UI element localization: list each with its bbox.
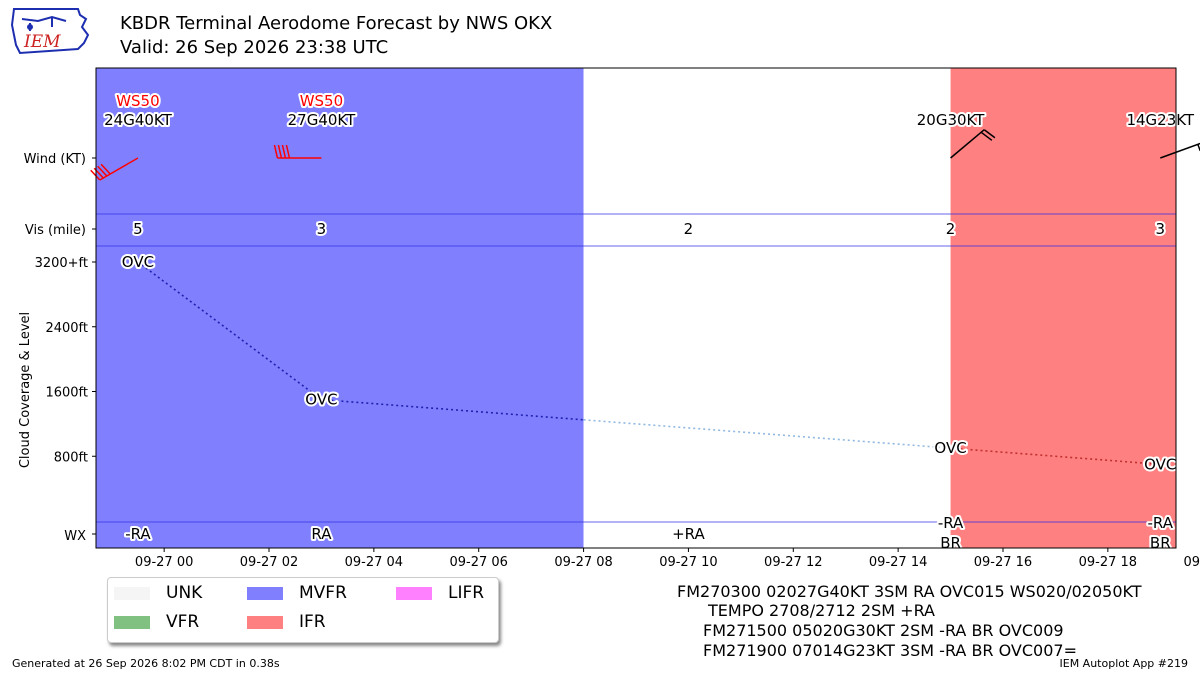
- chart-title: KBDR Terminal Aerodome Forecast by NWS O…: [120, 13, 553, 34]
- visibility-label: 2: [946, 220, 956, 238]
- legend-swatch-mvfr: [247, 586, 283, 600]
- cloud-line-segment: [950, 447, 1161, 466]
- wind-barb-full: [281, 144, 287, 159]
- axes: 800ft 1600ft 2400ft 3200+ft 09-27 00 09-27 02…: [35, 67, 1200, 570]
- x-tick-label: 09-27 12: [764, 555, 822, 570]
- legend-item-mvfr: MVFR: [247, 582, 347, 604]
- x-tick-label: 09-27 20: [1183, 555, 1200, 570]
- wind-shear-label: WS50: [116, 92, 159, 110]
- legend-swatch-unk: [114, 586, 150, 600]
- wind-barbs: [90, 129, 1200, 181]
- legend-swatch-ifr: [247, 615, 283, 629]
- legend-label-ifr: IFR: [299, 612, 326, 632]
- iem-logo: IEM: [10, 8, 90, 55]
- chart-subtitle: Valid: 26 Sep 2026 23:38 UTC: [120, 37, 389, 58]
- wind-label: 24G40KT: [104, 111, 172, 129]
- legend-label-mvfr: MVFR: [299, 583, 347, 603]
- wind-barb-full: [285, 144, 291, 159]
- weather-label: BR: [940, 534, 961, 552]
- wind-shear-label: WS50: [300, 92, 343, 110]
- cloud-coverage-label: OVC: [1144, 455, 1176, 473]
- cloud-level-lines: [137, 261, 1161, 466]
- wind-barb-staff: [950, 129, 985, 159]
- visibility-label: 2: [684, 220, 694, 238]
- row-label-wind: Wind (KT): [24, 152, 86, 167]
- chart-legend: UNK VFR MVFR IFR LIFR: [107, 577, 499, 643]
- legend-label-unk: UNK: [166, 583, 203, 603]
- wind-barb-full: [90, 169, 101, 181]
- x-tick-label: 09-27 10: [659, 555, 717, 570]
- visibility-label: 3: [1155, 220, 1165, 238]
- visibility-label: 3: [317, 220, 327, 238]
- weather-label: -RA: [938, 514, 964, 532]
- cloud-coverage-label: OVC: [122, 253, 154, 271]
- legend-label-vfr: VFR: [166, 612, 200, 632]
- cloud-line-segment: [583, 419, 951, 449]
- wind-barb: [273, 144, 322, 159]
- plot-frame: [95, 67, 1177, 549]
- wind-barb-full: [277, 144, 283, 159]
- app-credit: IEM Autoplot App #219: [1059, 657, 1189, 670]
- wind-barb: [950, 129, 996, 159]
- band-ifr-2: [950, 68, 1176, 548]
- x-tick-label: 09-27 00: [135, 555, 193, 570]
- wind-barb-full: [980, 131, 993, 141]
- y-tick-label: 2400ft: [45, 321, 88, 336]
- wind-barb-full: [983, 129, 996, 139]
- y-tick-label: 1600ft: [45, 386, 88, 401]
- y-tick-label: 800ft: [54, 450, 88, 465]
- legend-item-ifr: IFR: [247, 611, 326, 633]
- cloud-line-segment: [137, 261, 322, 401]
- y-axis-title: Cloud Coverage & Level: [18, 312, 33, 468]
- legend-item-vfr: VFR: [114, 611, 199, 633]
- generated-timestamp: Generated at 26 Sep 2026 8:02 PM CDT in …: [12, 657, 280, 670]
- cloud-line-segment: [321, 398, 584, 421]
- raw-taf-line-4: FM271900 07014G23KT 3SM -RA BR OVC007=: [703, 641, 1077, 660]
- x-tick-label: 09-27 14: [869, 555, 927, 570]
- y-tick-label: 3200+ft: [35, 256, 88, 271]
- row-label-vis: Vis (mile): [25, 223, 86, 238]
- x-tick-label: 09-27 04: [345, 555, 403, 570]
- weather-label: +RA: [672, 525, 705, 543]
- visibility-label: 5: [133, 220, 143, 238]
- logo-text: IEM: [23, 32, 61, 52]
- legend-swatch-vfr: [114, 615, 150, 629]
- wind-label: 14G23KT: [1126, 111, 1194, 129]
- x-tick-label: 09-27 02: [240, 555, 298, 570]
- wind-barb-staff: [1160, 142, 1200, 159]
- wind-barb-full: [97, 165, 108, 177]
- cloud-coverage-label: OVC: [305, 391, 337, 409]
- x-tick-label: 09-27 18: [1079, 555, 1137, 570]
- band-unk-1: [583, 68, 951, 548]
- weather-label: -RA: [1148, 514, 1174, 532]
- wind-label: 27G40KT: [288, 111, 356, 129]
- weather-label: BR: [1150, 534, 1171, 552]
- wind-barb-full: [100, 163, 111, 175]
- x-tick-label: 09-27 08: [554, 555, 612, 570]
- legend-item-lifr: LIFR: [396, 582, 484, 604]
- band-mvfr-0: [96, 68, 584, 548]
- x-tick-label: 09-27 06: [449, 555, 507, 570]
- row-divider-lines: [96, 213, 1176, 523]
- legend-item-unk: UNK: [114, 582, 202, 604]
- wind-label: 20G30KT: [917, 111, 985, 129]
- raw-taf-line-2: TEMPO 2708/2712 2SM +RA: [708, 601, 935, 620]
- flight-category-bands: [96, 68, 1176, 548]
- x-tick-label: 09-27 16: [974, 555, 1032, 570]
- row-label-wx: WX: [64, 529, 86, 544]
- wind-barb-full: [273, 144, 279, 159]
- raw-taf-line-1: FM270300 02027G40KT 3SM RA OVC015 WS020/…: [677, 582, 1142, 601]
- legend-swatch-lifr: [396, 586, 432, 600]
- cloud-coverage-label: OVC: [934, 439, 966, 457]
- raw-taf-line-3: FM271500 05020G30KT 2SM -RA BR OVC009: [703, 621, 1064, 640]
- legend-label-lifr: LIFR: [448, 583, 485, 603]
- weather-label: -RA: [125, 525, 151, 543]
- weather-label: RA: [311, 525, 332, 543]
